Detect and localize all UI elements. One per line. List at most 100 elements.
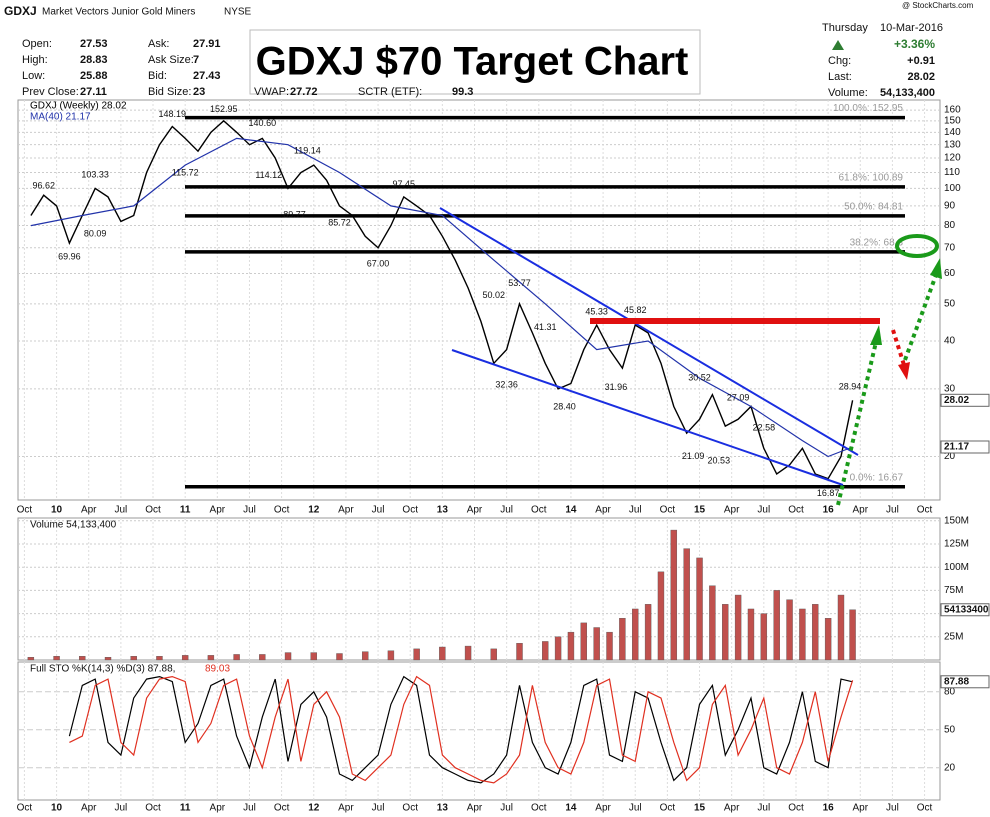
volume-bar xyxy=(104,657,112,661)
price-label: 30.52 xyxy=(688,372,711,382)
quote-value: 27.72 xyxy=(290,86,318,98)
price-label: 97.45 xyxy=(393,179,416,189)
x-tick-label: Jul xyxy=(500,505,513,516)
x-tick-label: 16 xyxy=(823,803,835,814)
x-tick-label: Apr xyxy=(210,505,226,516)
x-tick-label: Oct xyxy=(274,505,290,516)
last-value-label: 28.02 xyxy=(944,395,969,406)
volume-bar xyxy=(387,650,395,661)
x-tick-label: Jul xyxy=(500,803,513,814)
price-label: 27.09 xyxy=(727,392,750,402)
x-tick-label: 13 xyxy=(437,803,449,814)
price-label: 50.02 xyxy=(483,290,506,300)
price-label: 85.72 xyxy=(328,217,351,227)
price-label: 45.33 xyxy=(585,307,608,317)
x-tick-label: Oct xyxy=(145,803,161,814)
arrowhead xyxy=(898,362,910,380)
volume-bar xyxy=(619,618,626,661)
arrowhead xyxy=(870,325,882,345)
y-tick-label: 130 xyxy=(944,139,961,150)
x-tick-label: 14 xyxy=(565,505,577,516)
series-line xyxy=(30,119,854,480)
panel-title: Volume 54,133,400 xyxy=(30,520,117,531)
x-tick-label: Oct xyxy=(402,505,418,516)
x-tick-label: Apr xyxy=(81,803,97,814)
price-label: 114.12 xyxy=(255,170,282,180)
price-label: 31.96 xyxy=(605,382,628,392)
price-label: 119.14 xyxy=(294,146,321,156)
change-pct: +3.36% xyxy=(894,37,935,51)
quote-value: 28.83 xyxy=(80,54,108,66)
x-tick-label: 16 xyxy=(823,505,835,516)
x-tick-label: 10 xyxy=(51,505,63,516)
fib-label: 61.8%: 100.89 xyxy=(839,173,904,184)
volume-bar xyxy=(722,604,729,661)
volume-bar xyxy=(837,594,845,661)
last-value-box xyxy=(940,603,990,617)
x-tick-label: Jul xyxy=(243,803,256,814)
volume-bar xyxy=(734,594,742,661)
x-tick-label: Apr xyxy=(210,803,226,814)
volume-bar xyxy=(542,641,549,661)
date: 10-Mar-2016 xyxy=(880,22,943,34)
volume-bar xyxy=(593,627,600,661)
x-tick-label: Oct xyxy=(274,803,290,814)
legend-entry: MA(40) 21.17 xyxy=(30,112,91,123)
volume-bar xyxy=(670,529,678,661)
x-tick-label: Oct xyxy=(660,803,676,814)
x-tick-label: Apr xyxy=(81,505,97,516)
quote-label: Ask: xyxy=(148,38,169,50)
legend-entry: GDXJ (Weekly) 28.02 xyxy=(30,101,127,112)
fib-label: 38.2%: 68.3 xyxy=(850,238,904,249)
volume-bar xyxy=(580,622,588,661)
price-label: 28.94 xyxy=(839,381,862,391)
y-tick-label: 90 xyxy=(944,201,956,212)
volume-bar xyxy=(747,608,755,661)
x-tick-label: Jul xyxy=(629,505,642,516)
quote-value: 27.43 xyxy=(193,70,221,82)
x-tick-label: Jul xyxy=(757,505,770,516)
price-label: 67.00 xyxy=(367,258,390,268)
volume-bar xyxy=(361,651,369,661)
price-label: 103.33 xyxy=(81,169,109,179)
x-tick-label: Oct xyxy=(788,505,804,516)
volume-bar xyxy=(773,590,780,661)
x-tick-label: Apr xyxy=(595,803,611,814)
y-tick-label: 125M xyxy=(944,539,969,550)
target-ellipse xyxy=(895,234,939,258)
volume-bar xyxy=(130,656,137,661)
lower-trendline xyxy=(451,349,844,486)
volume-panel xyxy=(17,517,941,661)
x-tick-label: Apr xyxy=(852,803,868,814)
quote-label: Bid Size: xyxy=(148,86,191,98)
last-value-box xyxy=(940,675,990,689)
volume-bar xyxy=(53,656,60,661)
volume-bar xyxy=(207,655,215,661)
volume-bar xyxy=(439,646,446,661)
headline: GDXJ $70 Target Chart xyxy=(256,40,689,84)
x-tick-label: Oct xyxy=(17,505,33,516)
price-label: 22.58 xyxy=(753,423,776,433)
quote-value: 99.3 xyxy=(452,86,473,98)
last-value-label: 87.88 xyxy=(944,676,969,687)
stoch-panel xyxy=(17,661,941,801)
price-label: 115.72 xyxy=(172,167,199,177)
volume-bar xyxy=(799,608,806,661)
quote-label: SCTR (ETF): xyxy=(358,86,422,98)
price-label: 32.36 xyxy=(495,380,518,390)
y-tick-label: 120 xyxy=(944,153,961,164)
fund-name: Market Vectors Junior Gold Miners xyxy=(42,7,195,18)
x-tick-label: Apr xyxy=(338,803,354,814)
last-value-label: 54133400 xyxy=(944,604,989,615)
quote-value: 23 xyxy=(193,86,205,98)
x-tick-label: Oct xyxy=(145,505,161,516)
quote-label: Chg: xyxy=(828,55,851,67)
series-line xyxy=(68,675,853,784)
quote-label: Open: xyxy=(22,38,52,50)
volume-bar xyxy=(683,548,690,661)
volume-bar xyxy=(644,604,652,661)
annotations xyxy=(439,207,942,506)
y-tick-label: 140 xyxy=(944,127,961,138)
